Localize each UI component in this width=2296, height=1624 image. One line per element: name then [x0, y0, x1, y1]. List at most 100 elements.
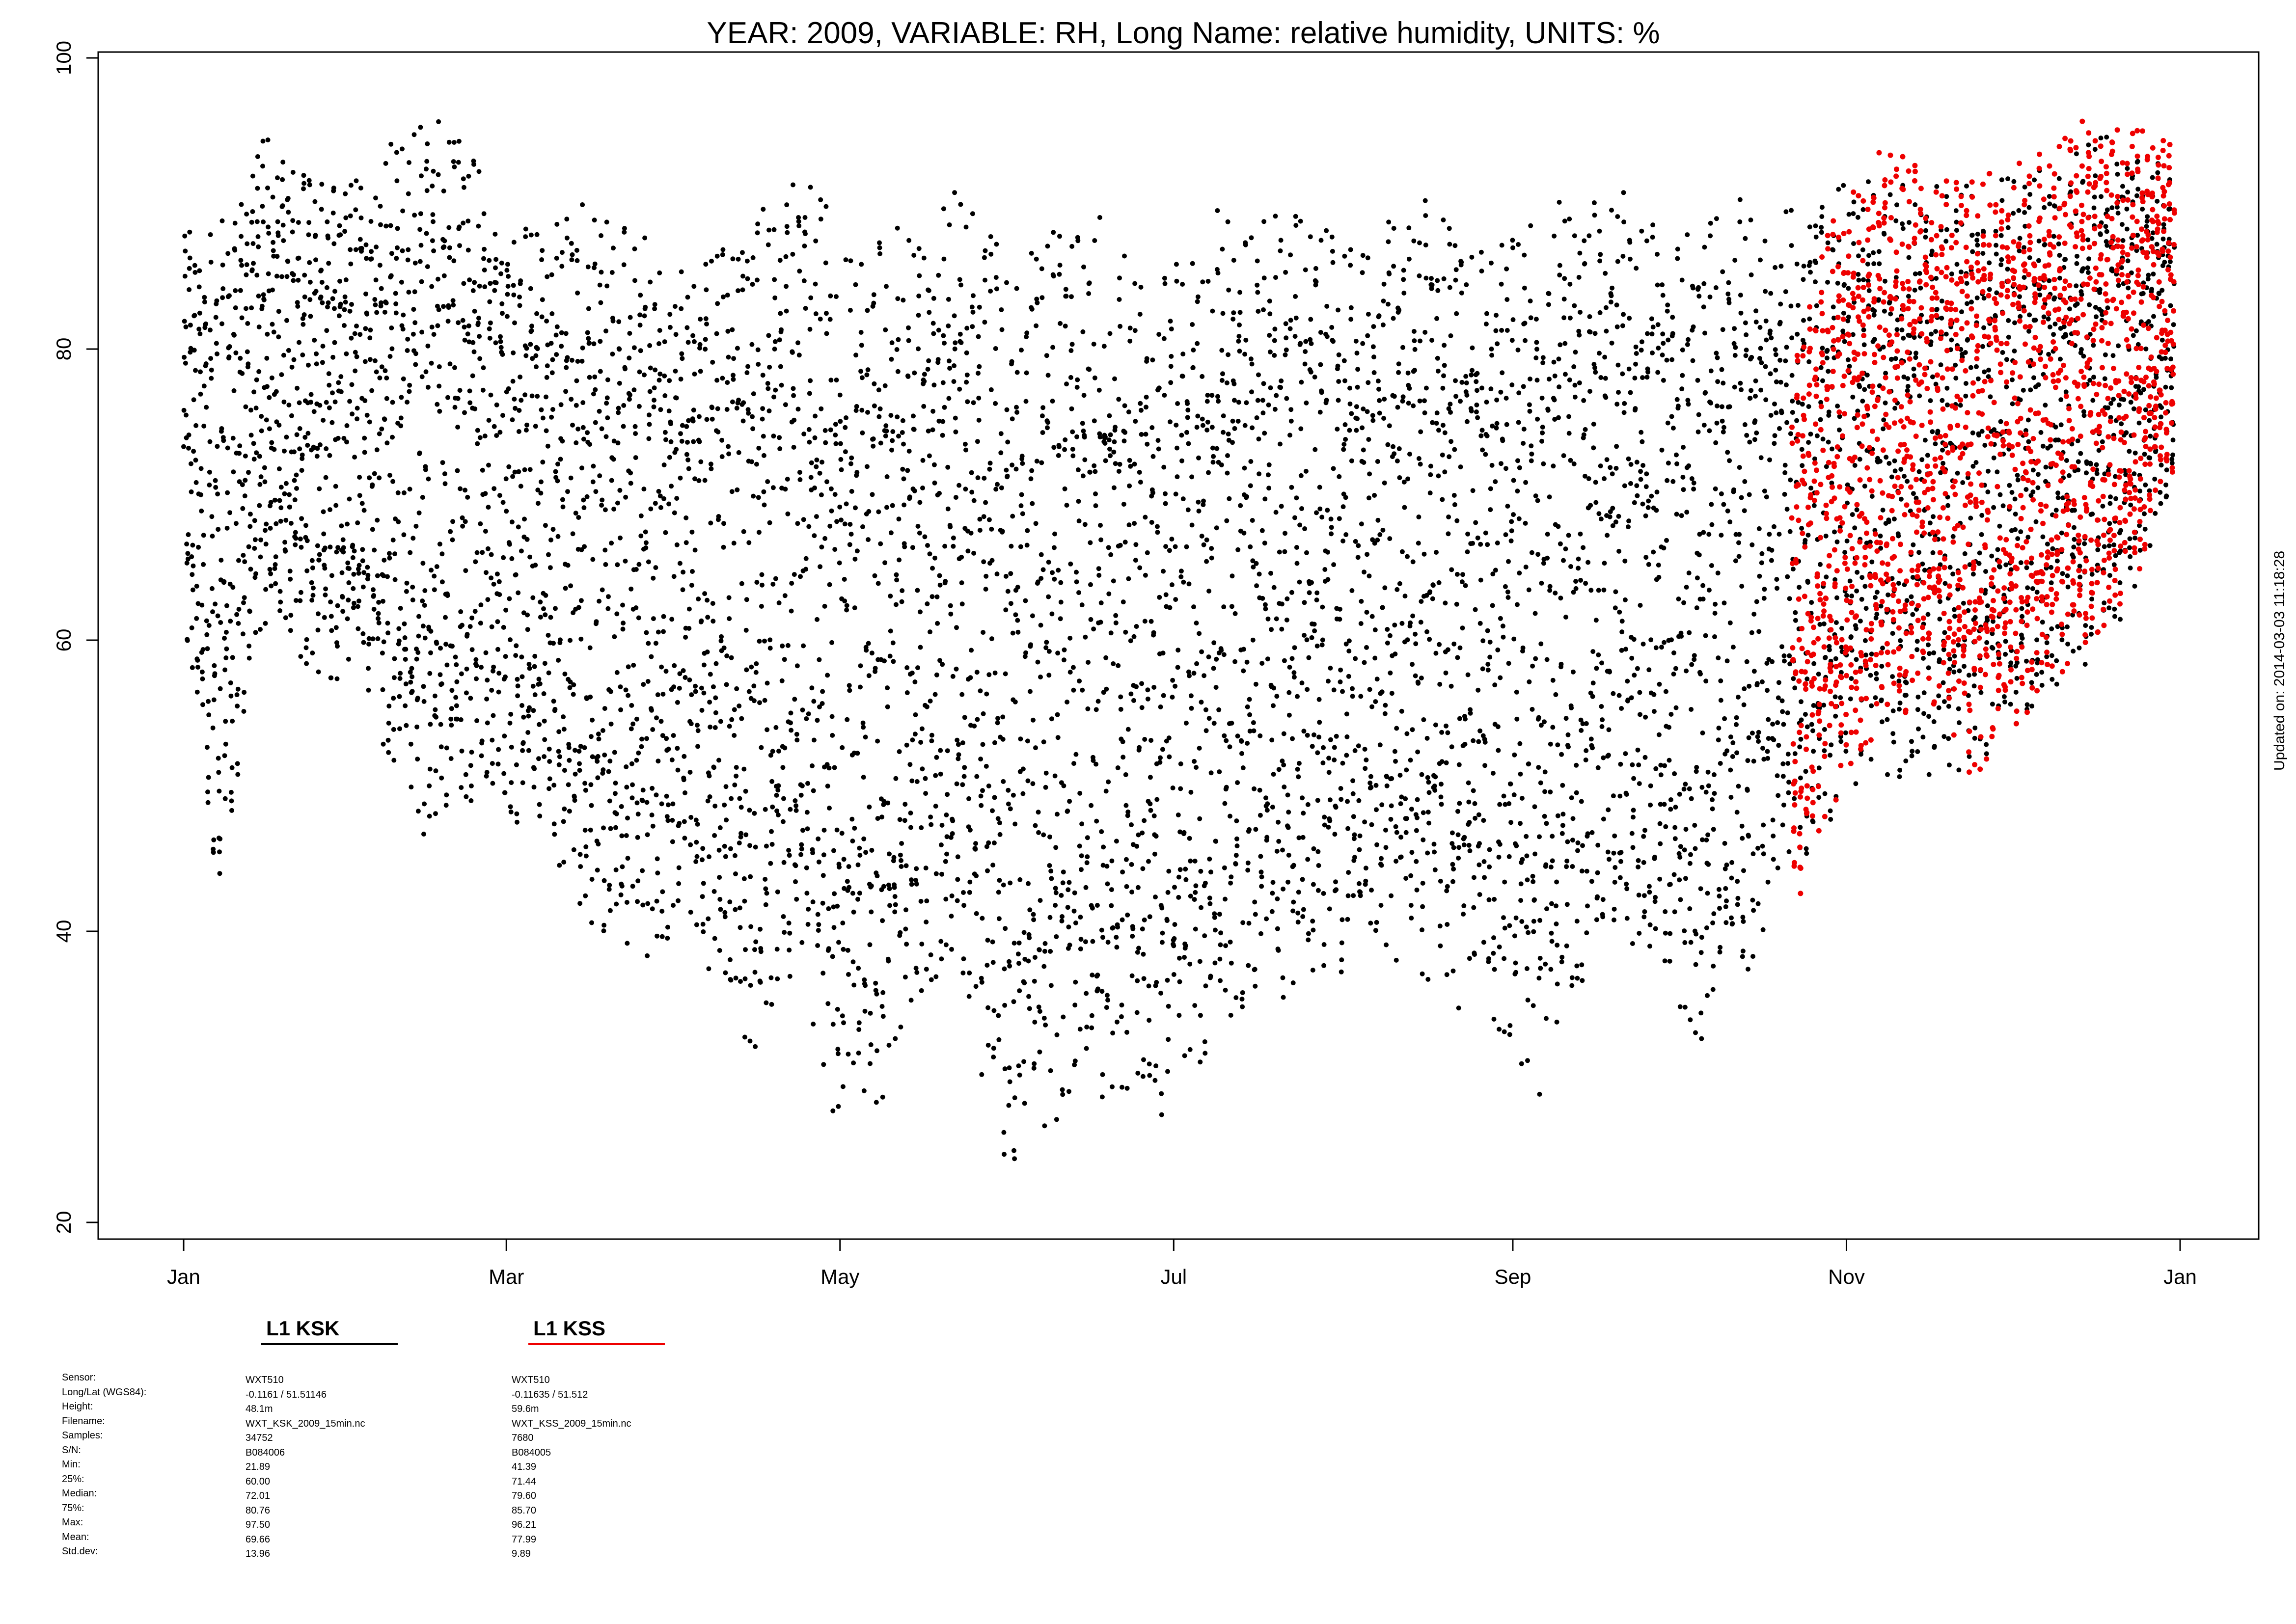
data-point — [1187, 1047, 1193, 1052]
data-point — [925, 367, 930, 372]
data-point — [1097, 434, 1103, 440]
data-point — [627, 355, 632, 361]
data-point — [1297, 522, 1303, 528]
data-point — [915, 588, 920, 593]
data-point — [835, 1047, 841, 1052]
data-point — [924, 704, 929, 709]
data-point — [738, 831, 744, 836]
data-point — [1376, 386, 1381, 392]
data-point — [1484, 311, 1489, 316]
data-point — [1349, 458, 1354, 463]
data-point — [1145, 441, 1150, 447]
data-point — [1382, 480, 1387, 486]
data-point — [1356, 881, 1362, 886]
data-point — [1377, 410, 1382, 416]
data-point — [985, 868, 990, 873]
data-point — [792, 697, 797, 702]
data-point — [246, 544, 251, 549]
data-point — [1482, 739, 1488, 745]
data-point — [1274, 848, 1280, 854]
data-point — [875, 816, 880, 821]
data-point — [866, 641, 871, 646]
data-point — [821, 852, 826, 858]
data-point — [422, 588, 428, 593]
data-point — [1360, 341, 1366, 346]
data-point — [919, 825, 924, 830]
data-point — [296, 220, 301, 225]
data-point — [1493, 479, 1498, 485]
data-point — [1000, 529, 1005, 534]
data-point — [1417, 398, 1422, 404]
data-point — [555, 461, 560, 467]
data-point — [1102, 441, 1108, 446]
data-point — [906, 338, 911, 343]
data-point — [813, 281, 818, 287]
data-point — [1448, 409, 1453, 415]
data-point — [702, 478, 708, 483]
data-point — [687, 770, 693, 775]
data-point — [474, 718, 480, 723]
data-point — [1360, 425, 1365, 431]
data-point — [441, 244, 447, 249]
data-point — [961, 774, 967, 779]
data-point — [984, 691, 989, 697]
data-point — [1151, 813, 1157, 818]
data-point — [1047, 863, 1052, 868]
data-point — [980, 742, 985, 747]
data-point — [725, 293, 730, 298]
data-point — [1281, 731, 1286, 736]
data-point — [1517, 465, 1522, 470]
data-point — [1137, 565, 1143, 570]
data-point — [224, 603, 229, 608]
data-point — [926, 358, 931, 363]
data-point — [1133, 419, 1138, 424]
data-point — [1078, 937, 1084, 942]
data-point — [285, 196, 291, 201]
data-point — [883, 327, 888, 332]
data-point — [1082, 457, 1088, 462]
data-point — [407, 389, 412, 394]
data-point — [974, 774, 980, 779]
data-point — [1475, 371, 1480, 376]
data-point — [1538, 723, 1544, 728]
data-point — [1326, 824, 1331, 830]
data-point — [1352, 832, 1357, 838]
data-point — [498, 271, 504, 276]
data-point — [508, 637, 513, 643]
data-point — [939, 871, 944, 877]
data-point — [291, 272, 296, 277]
data-point — [549, 414, 554, 420]
data-point — [707, 794, 712, 799]
data-point — [1413, 641, 1419, 647]
data-point — [222, 796, 228, 801]
data-point — [1348, 305, 1354, 310]
data-point — [403, 647, 409, 652]
data-point — [1305, 687, 1310, 692]
data-point — [1213, 839, 1219, 844]
data-point — [1461, 912, 1466, 917]
data-point — [653, 367, 658, 373]
data-point — [439, 551, 445, 557]
data-point — [191, 397, 196, 403]
data-point — [421, 684, 426, 689]
data-point — [535, 501, 541, 506]
data-point — [1034, 323, 1039, 328]
data-point — [510, 379, 516, 384]
data-point — [952, 190, 957, 195]
data-point — [733, 871, 738, 876]
data-point — [1422, 329, 1428, 335]
data-point — [1264, 835, 1270, 840]
data-point — [610, 352, 615, 357]
data-point — [1060, 1092, 1066, 1097]
data-point — [421, 699, 427, 704]
data-point — [312, 337, 317, 343]
data-point — [463, 519, 468, 524]
data-point — [1128, 638, 1133, 644]
data-point — [1435, 368, 1441, 374]
data-point — [712, 936, 717, 941]
data-point — [739, 716, 744, 721]
data-point — [631, 387, 637, 393]
data-point — [931, 462, 937, 467]
data-point — [895, 414, 900, 420]
data-point — [396, 519, 401, 524]
